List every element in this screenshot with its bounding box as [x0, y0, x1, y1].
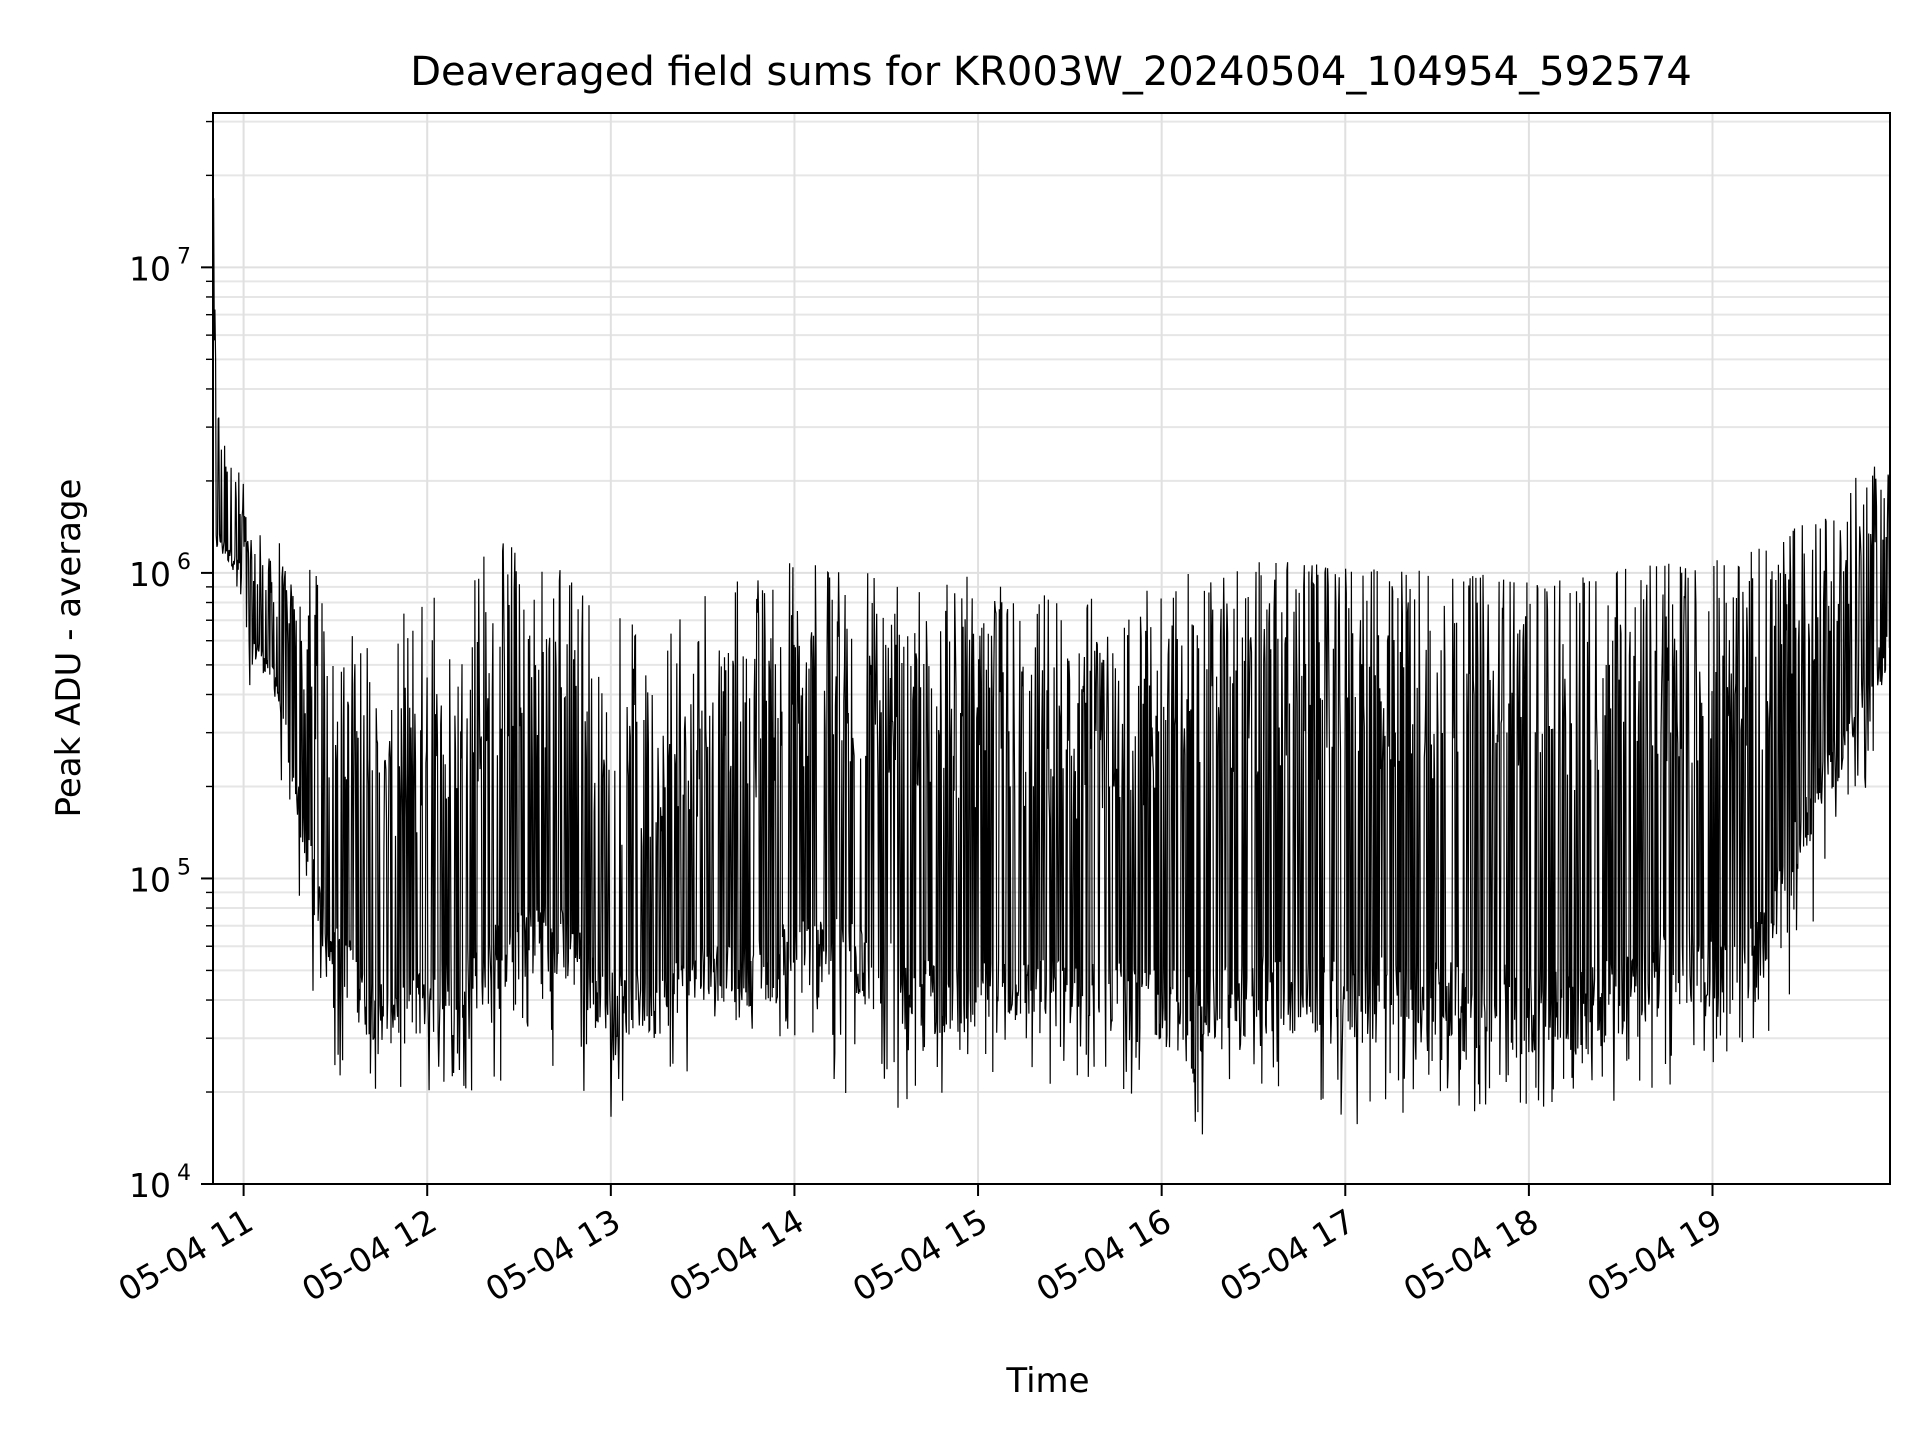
x-tick-label: 05-04 15	[846, 1201, 994, 1309]
x-tick-label: 05-04 14	[662, 1201, 810, 1309]
y-axis-label: Peak ADU - average	[49, 479, 89, 818]
chart-title: Deaveraged field sums for KR003W_2024050…	[410, 49, 1692, 95]
y-tick-label: 10	[129, 249, 171, 288]
y-tick-exponent: 7	[177, 244, 191, 269]
x-tick-label: 05-04 11	[112, 1201, 260, 1309]
x-tick-label: 05-04 18	[1397, 1201, 1545, 1309]
x-tick-label: 05-04 12	[295, 1201, 443, 1309]
x-tick-label: 05-04 13	[479, 1201, 627, 1309]
x-tick-label: 05-04 19	[1581, 1201, 1729, 1309]
y-tick-exponent: 4	[177, 1161, 191, 1186]
y-tick-exponent: 5	[177, 855, 191, 880]
series-path	[212, 198, 1891, 1135]
x-axis-ticks: 05-04 11 05-04 12 05-04 13 05-04 14 05-04 15…	[112, 1184, 1729, 1309]
y-tick-exponent: 6	[177, 550, 191, 575]
x-axis-label: Time	[1005, 1361, 1089, 1401]
y-tick-label: 10	[129, 555, 171, 594]
x-tick-label: 05-04 16	[1030, 1201, 1178, 1309]
x-tick-label: 05-04 17	[1213, 1201, 1361, 1309]
plot-frame	[212, 112, 1891, 1185]
series-line	[212, 198, 1891, 1135]
y-tick-label: 10	[129, 1166, 171, 1205]
y-tick-label: 10	[129, 860, 171, 899]
